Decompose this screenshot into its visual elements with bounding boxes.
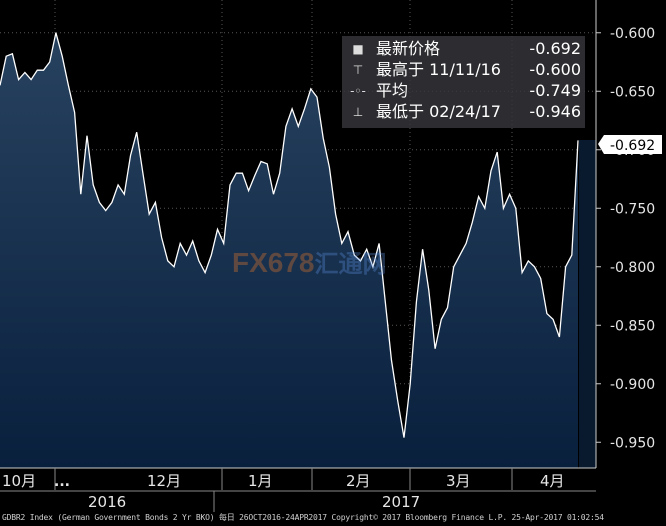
watermark-suffix: 汇通网 [314, 251, 387, 278]
legend-label: 最低于 02/24/17 [376, 102, 501, 121]
x-more-label: ... [54, 474, 70, 490]
legend-high-marker-icon: ⊤ [352, 63, 364, 77]
legend-label: 平均 [376, 81, 409, 100]
x-month-label: 3月 [446, 472, 471, 490]
last-value-bar [579, 140, 596, 468]
x-year-label: 2017 [382, 493, 420, 511]
last-price-tag-shape [598, 135, 662, 154]
footer-source: GDBR2 Index (German Government Bonds 2 Y… [2, 513, 604, 522]
x-month-label: 10月 [2, 472, 36, 490]
x-month-label: 1月 [248, 472, 273, 490]
legend-label: 最高于 11/11/16 [376, 60, 501, 79]
x-month-label: 4月 [540, 472, 565, 490]
y-axis: -0.600-0.650-0.700-0.750-0.800-0.850-0.9… [595, 0, 655, 468]
legend-item-last: ■ 最新价格 -0.692 [342, 39, 585, 59]
y-tick-label: -0.950 [610, 435, 655, 451]
y-tick-label: -0.900 [610, 377, 655, 393]
y-tick-label: -0.600 [610, 26, 655, 42]
legend-last-square-icon: ■ [352, 42, 364, 56]
legend-value: -0.749 [529, 81, 581, 100]
x-year-label: 2016 [88, 493, 126, 511]
y-tick-label: -0.800 [610, 260, 655, 276]
series-area [0, 32, 578, 469]
legend-value: -0.946 [529, 102, 581, 121]
watermark-brand: FX678 [232, 247, 315, 278]
y-tick-label: -0.650 [610, 84, 655, 100]
legend-item-average: -◦- 平均 -0.749 [342, 81, 585, 101]
x-month-label: 2月 [346, 472, 371, 490]
y-tick-label: -0.850 [610, 318, 655, 334]
legend-value: -0.600 [529, 60, 581, 79]
x-month-label: 12月 [147, 472, 181, 490]
legend-item-low: ⊥ 最低于 02/24/17 -0.946 [342, 102, 585, 122]
watermark: FX678汇通网 [232, 244, 387, 279]
legend-average-marker-icon: -◦- [350, 84, 366, 98]
y-tick-label: -0.750 [610, 201, 655, 217]
legend-value: -0.692 [529, 39, 581, 58]
last-price-tag-text: -0.692 [610, 138, 655, 154]
x-axis: 10月 12月 1月 2月 3月 4月... 2016 2017 [0, 467, 596, 512]
series-line [0, 32, 579, 438]
legend-low-marker-icon: ⊥ [352, 105, 364, 119]
legend-label: 最新价格 [376, 39, 441, 58]
last-price-tag: -0.692 [598, 135, 662, 154]
legend-box: ■ 最新价格 -0.692 ⊤ 最高于 11/11/16 -0.600 -◦- … [342, 36, 585, 128]
legend-item-high: ⊤ 最高于 11/11/16 -0.600 [342, 60, 585, 80]
